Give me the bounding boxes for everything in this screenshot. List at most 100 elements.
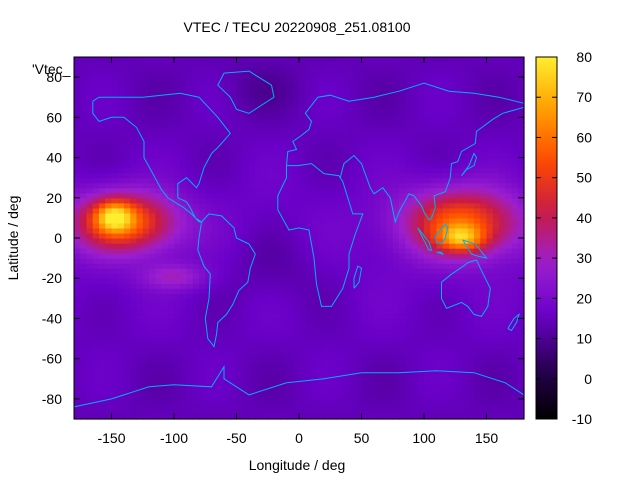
heatmap-cell — [255, 378, 263, 385]
heatmap-cell — [111, 348, 119, 355]
heatmap-cell — [255, 358, 263, 365]
heatmap-cell — [430, 243, 438, 249]
heatmap-cell — [424, 343, 431, 350]
heatmap-cell — [255, 263, 263, 269]
heatmap-cell — [92, 413, 100, 420]
heatmap-cell — [317, 172, 325, 179]
heatmap-cell — [361, 263, 369, 269]
heatmap-cell — [430, 363, 438, 370]
heatmap-cell — [111, 212, 119, 219]
heatmap-cell — [74, 348, 81, 355]
heatmap-cell — [361, 82, 369, 88]
heatmap-cell — [211, 232, 219, 239]
heatmap-cell — [124, 192, 131, 199]
heatmap-cell — [424, 373, 431, 380]
heatmap-cell — [192, 87, 200, 93]
heatmap-cell — [405, 157, 413, 164]
heatmap-cell — [386, 363, 394, 370]
heatmap-cell — [342, 207, 350, 214]
heatmap-cell — [230, 328, 238, 335]
heatmap-cell — [380, 388, 388, 395]
heatmap-cell — [342, 172, 350, 179]
heatmap-cell — [374, 283, 381, 289]
heatmap-cell — [361, 303, 369, 309]
heatmap-cell — [224, 323, 231, 330]
heatmap-cell — [205, 273, 213, 279]
heatmap-cell — [392, 227, 400, 234]
heatmap-cell — [261, 308, 269, 315]
heatmap-cell — [130, 67, 138, 73]
heatmap-cell — [155, 238, 163, 244]
heatmap-cell — [486, 338, 494, 345]
heatmap-cell — [80, 67, 88, 73]
heatmap-cell — [280, 167, 288, 174]
heatmap-cell — [286, 142, 294, 149]
heatmap-cell — [455, 187, 463, 194]
heatmap-cell — [255, 227, 263, 234]
heatmap-cell — [255, 147, 263, 154]
heatmap-cell — [305, 373, 313, 380]
heatmap-cell — [449, 373, 456, 380]
heatmap-cell — [405, 122, 413, 128]
heatmap-cell — [211, 348, 219, 355]
heatmap-cell — [274, 398, 281, 405]
heatmap-cell — [305, 177, 313, 184]
heatmap-cell — [386, 62, 394, 68]
heatmap-cell — [99, 318, 106, 325]
heatmap-cell — [399, 92, 406, 98]
heatmap-cell — [92, 172, 100, 179]
heatmap-cell — [367, 293, 375, 299]
heatmap-cell — [280, 318, 288, 325]
heatmap-cell — [255, 383, 263, 390]
heatmap-cell — [417, 353, 425, 360]
heatmap-cell — [149, 157, 156, 164]
heatmap-cell — [292, 273, 300, 279]
heatmap-cell — [280, 197, 288, 204]
heatmap-cell — [355, 132, 363, 139]
heatmap-cell — [80, 388, 88, 395]
heatmap-cell — [224, 172, 231, 179]
heatmap-cell — [149, 97, 156, 103]
heatmap-cell — [274, 348, 281, 355]
heatmap-cell — [324, 378, 331, 385]
heatmap-cell — [430, 227, 438, 234]
heatmap-cell — [317, 187, 325, 194]
heatmap-cell — [86, 413, 94, 420]
heatmap-cell — [380, 202, 388, 209]
heatmap-cell — [74, 393, 81, 400]
heatmap-cell — [117, 182, 125, 189]
heatmap-cell — [386, 92, 394, 98]
heatmap-cell — [455, 112, 463, 118]
heatmap-cell — [417, 127, 425, 134]
heatmap-cell — [292, 137, 300, 144]
heatmap-cell — [361, 308, 369, 315]
heatmap-cell — [317, 192, 325, 199]
heatmap-cell — [330, 363, 338, 370]
heatmap-cell — [336, 87, 344, 93]
heatmap-cell — [149, 268, 156, 274]
heatmap-cell — [217, 243, 225, 249]
heatmap-cell — [86, 248, 94, 254]
heatmap-cell — [236, 293, 244, 299]
heatmap-cell — [255, 202, 263, 209]
heatmap-cell — [499, 222, 506, 229]
heatmap-cell — [299, 373, 306, 380]
heatmap-cell — [92, 348, 100, 355]
heatmap-cell — [492, 383, 500, 390]
heatmap-cell — [130, 62, 138, 68]
heatmap-cell — [242, 378, 250, 385]
heatmap-cell — [249, 117, 256, 123]
heatmap-cell — [105, 187, 113, 194]
heatmap-cell — [386, 278, 394, 284]
heatmap-cell — [180, 87, 188, 93]
heatmap-cell — [292, 87, 300, 93]
heatmap-cell — [405, 182, 413, 189]
heatmap-cell — [467, 333, 475, 340]
heatmap-cell — [455, 318, 463, 325]
heatmap-cell — [367, 207, 375, 214]
heatmap-cell — [86, 373, 94, 380]
heatmap-cell — [242, 268, 250, 274]
heatmap-cell — [86, 343, 94, 350]
heatmap-cell — [355, 413, 363, 420]
heatmap-cell — [380, 328, 388, 335]
